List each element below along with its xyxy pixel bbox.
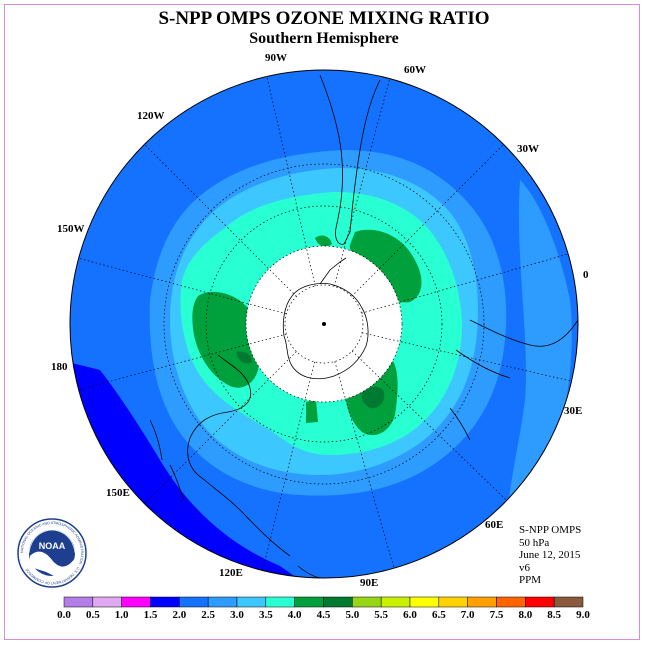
colorbar-swatches (63, 596, 584, 608)
colorbar-tick-6.0: 6.0 (403, 609, 417, 621)
lon-label-90e: 90E (360, 577, 378, 589)
south-pole-marker (322, 322, 326, 326)
lon-label-180: 180 (51, 361, 68, 373)
chart-title: S-NPP OMPS OZONE MIXING RATIO (158, 8, 490, 29)
lon-label-30e: 30E (564, 405, 582, 417)
colorbar-tick-0.5: 0.5 (86, 609, 100, 621)
logo-bird (28, 529, 76, 554)
lon-label-150e: 150E (106, 487, 130, 499)
colorbar-tick-7.0: 7.0 (461, 609, 475, 621)
longitude-labels: 90W 60W 30W 0 30E 60E 90E 120E 150E 180 … (51, 52, 589, 589)
colorbar-tick-3.0: 3.0 (230, 609, 244, 621)
colorbar-tick-1.5: 1.5 (144, 609, 158, 621)
info-units: PPM (519, 574, 542, 586)
colorbar-tick-8.0: 8.0 (518, 609, 532, 621)
lon-label-60e: 60E (485, 519, 503, 531)
colorbar-swatch-7.5-8.0 (496, 596, 526, 608)
lon-label-30w: 30W (517, 143, 539, 155)
colorbar-swatch-3.0-3.5 (236, 596, 267, 608)
colorbar-swatch-7.0-7.5 (467, 596, 497, 608)
colorbar-swatch-6.0-6.5 (409, 596, 440, 608)
colorbar-swatch-3.5-4.0 (265, 596, 295, 608)
southern-africa-coast (469, 319, 579, 347)
colorbar-swatch-8.0-8.5 (525, 596, 555, 608)
lon-label-150w: 150W (57, 223, 85, 235)
colorbar-tick-labels: 0.0 0.5 1.0 1.5 2.0 2.5 3.0 3.5 4.0 4.5 5.0 5.5 6.0 6… (57, 609, 590, 621)
colorbar-swatch-6.5-7.0 (438, 596, 468, 608)
map-boundary (69, 69, 579, 579)
field-4.0-4.5-small (315, 235, 332, 247)
south-america-coast (319, 74, 381, 245)
lat-circle-60s (205, 205, 443, 443)
colorbar-swatch-4.5-5.0 (323, 596, 353, 608)
new-zealand (149, 419, 185, 501)
colorbar-tick-5.5: 5.5 (374, 609, 388, 621)
antarctic-peninsula (319, 257, 347, 285)
colorbar-tick-1.0: 1.0 (115, 609, 129, 621)
africa-east-coast (455, 349, 511, 379)
lat-circle-50s (163, 163, 485, 485)
colorbar-tick-3.5: 3.5 (259, 609, 273, 621)
colorbar-tick-5.0: 5.0 (345, 609, 359, 621)
chart-subtitle: Southern Hemisphere (249, 30, 399, 47)
info-block: S-NPP OMPS 50 hPa June 12, 2015 v6 PPM (519, 524, 581, 587)
lon-label-120w: 120W (137, 110, 165, 122)
lon-label-60w: 60W (404, 64, 426, 76)
figure-border (4, 4, 640, 640)
colorbar-tick-0.0: 0.0 (57, 609, 71, 621)
field-4.0-4.5-indian (192, 291, 260, 388)
colorbar-swatch-5.0-5.5 (352, 596, 382, 608)
logo-wave (30, 551, 75, 578)
info-version: v6 (519, 561, 530, 574)
colorbar-swatch-2.5-3.0 (207, 596, 238, 608)
info-date: June 12, 2015 (519, 549, 581, 561)
colorbar-swatch-5.5-6.0 (380, 596, 411, 608)
graticule (78, 76, 572, 571)
logo-text: NOAA (39, 541, 66, 551)
field-4.5-5.0-core-a (361, 386, 385, 409)
coastlines (149, 74, 579, 579)
australia-coast (187, 354, 291, 557)
field-4.0-4.5-tongue (306, 400, 318, 423)
madagascar (449, 407, 471, 441)
colorbar-swatch-0.5-1.0 (92, 596, 122, 608)
colorbar-swatch-1.5-2.0 (150, 596, 180, 608)
colorbar-tick-4.5: 4.5 (317, 609, 331, 621)
colorbar-swatch-4.0-4.5 (294, 596, 324, 608)
colorbar-swatch-2.0-2.5 (179, 596, 209, 608)
colorbar-tick-2.5: 2.5 (201, 609, 215, 621)
colorbar-tick-8.5: 8.5 (547, 609, 561, 621)
noaa-logo: NOAA NATIONAL OCEANIC AND ATMOSPHERIC AD… (17, 518, 87, 588)
field-4.5-5.0-core-b (236, 351, 252, 364)
field-4.0-4.5-drake (349, 229, 422, 303)
colorbar-swatch-8.5-9.0 (553, 596, 584, 608)
colorbar-tick-9.0: 9.0 (576, 609, 590, 621)
colorbar-tick-4.0: 4.0 (288, 609, 302, 621)
lon-label-0: 0 (583, 269, 589, 281)
lat-circle-80s (284, 284, 364, 364)
antarctica-coast (282, 283, 369, 380)
colorbar-tick-2.0: 2.0 (172, 609, 186, 621)
lon-label-120e: 120E (219, 567, 243, 579)
colorbar-tick-6.5: 6.5 (432, 609, 446, 621)
info-level: 50 hPa (519, 536, 550, 549)
colorbar-swatch-1.0-1.5 (121, 596, 151, 608)
colorbar-tick-7.5: 7.5 (490, 609, 504, 621)
info-product: S-NPP OMPS (519, 524, 582, 536)
colorbar: 0.0 0.5 1.0 1.5 2.0 2.5 3.0 3.5 4.0 4.5 5.0 5.5 6.0 6… (57, 596, 590, 621)
lat-circle-70s (245, 245, 403, 403)
lon-label-90w: 90W (265, 52, 287, 64)
colorbar-swatch-0.0-0.5 (63, 596, 94, 608)
